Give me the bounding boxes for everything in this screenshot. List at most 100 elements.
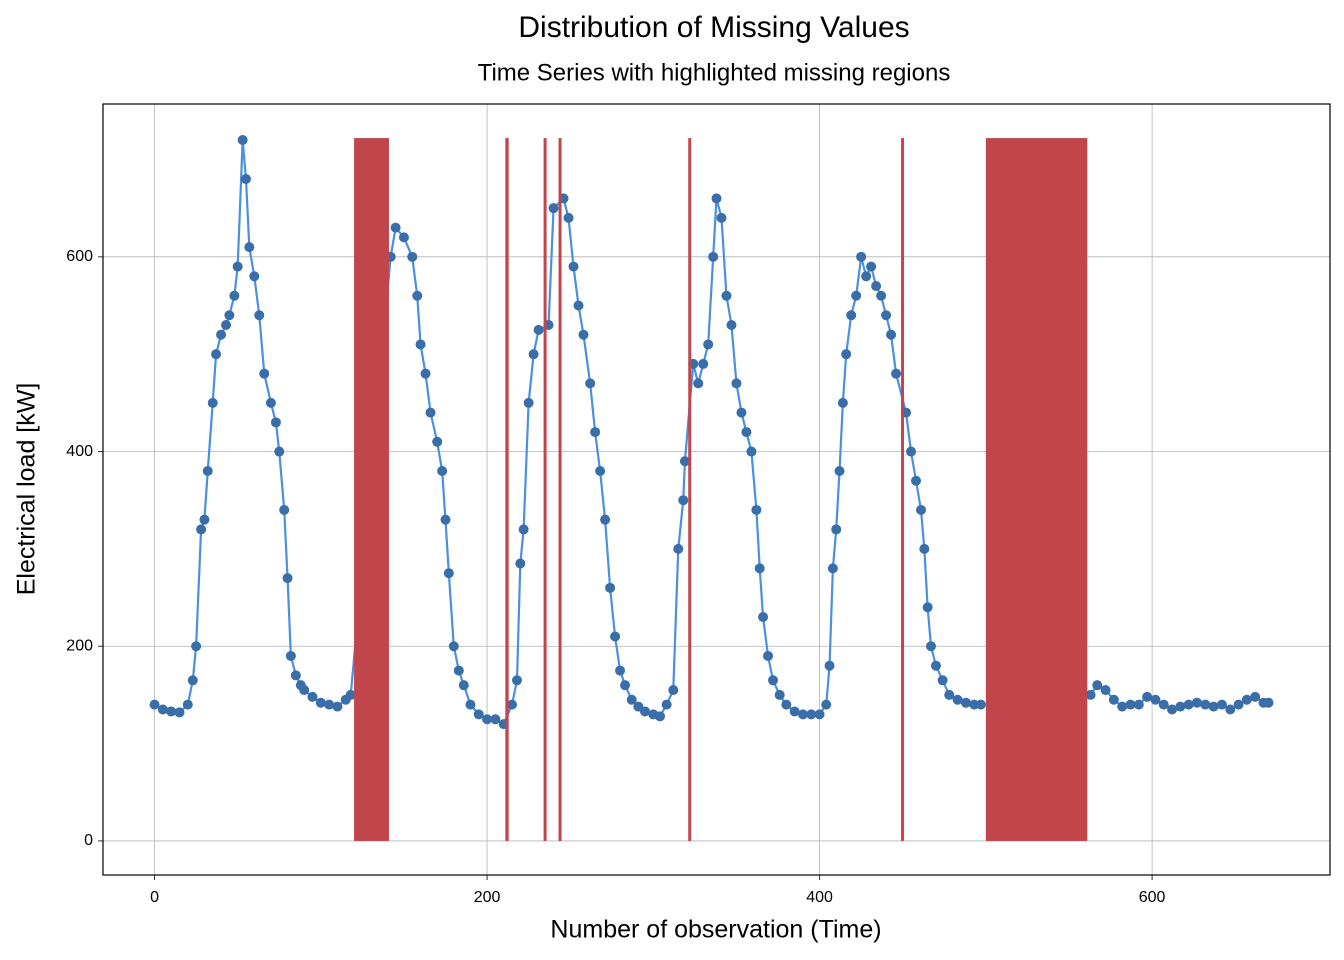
data-point <box>216 329 227 340</box>
data-point <box>282 573 293 584</box>
missing-region <box>901 138 905 841</box>
data-point <box>398 232 409 243</box>
data-point <box>299 685 310 696</box>
data-point <box>944 689 955 700</box>
data-point <box>668 685 679 696</box>
missing-region <box>543 138 547 841</box>
data-point <box>240 173 251 184</box>
data-point <box>202 466 213 477</box>
data-point <box>1183 699 1194 710</box>
data-point <box>437 466 448 477</box>
data-point <box>856 251 867 262</box>
data-point <box>693 378 704 389</box>
data-point <box>952 694 963 705</box>
data-point <box>736 407 747 418</box>
data-point <box>698 358 709 369</box>
data-point <box>821 699 832 710</box>
data-point <box>407 251 418 262</box>
data-point <box>789 706 800 717</box>
data-point <box>1200 699 1211 710</box>
data-point <box>871 281 882 292</box>
data-point <box>166 706 177 717</box>
x-axis-label: Number of observation (Time) <box>550 916 881 944</box>
data-point <box>199 514 210 525</box>
y-tick-label: 600 <box>66 248 93 265</box>
data-point <box>196 524 207 535</box>
data-point <box>768 675 779 686</box>
data-point <box>573 300 584 311</box>
data-point <box>751 504 762 515</box>
data-point <box>578 329 589 340</box>
data-point <box>1142 691 1153 702</box>
data-point <box>746 446 757 457</box>
data-point <box>482 714 493 725</box>
data-point <box>533 324 544 335</box>
data-point <box>528 349 539 360</box>
data-point <box>1133 699 1144 710</box>
data-point <box>1150 694 1161 705</box>
data-point <box>975 699 986 710</box>
data-point <box>182 699 193 710</box>
missing-region <box>558 138 562 841</box>
data-point <box>1125 699 1136 710</box>
chart-subtitle: Time Series with highlighted missing reg… <box>478 59 951 86</box>
data-point <box>781 699 792 710</box>
data-point <box>960 697 971 708</box>
data-point <box>861 271 872 282</box>
data-point <box>443 568 454 579</box>
data-point <box>797 709 808 720</box>
data-point <box>1250 691 1261 702</box>
data-point <box>420 368 431 379</box>
data-point <box>224 310 235 321</box>
data-point <box>568 261 579 272</box>
data-point <box>824 660 835 671</box>
data-point <box>157 704 168 715</box>
data-point <box>1225 704 1236 715</box>
data-point <box>814 709 825 720</box>
y-tick-label: 0 <box>84 832 93 849</box>
data-point <box>290 670 301 681</box>
data-point <box>891 368 902 379</box>
data-point <box>490 714 501 725</box>
data-point <box>590 427 601 438</box>
data-point <box>249 271 260 282</box>
data-point <box>548 203 559 214</box>
data-point <box>254 310 265 321</box>
data-point <box>837 397 848 408</box>
data-point <box>741 427 752 438</box>
data-point <box>244 242 255 253</box>
data-point <box>191 641 202 652</box>
data-point <box>1191 697 1202 708</box>
data-point <box>886 329 897 340</box>
data-point <box>654 711 665 722</box>
missing-region <box>505 138 509 841</box>
data-point <box>211 349 222 360</box>
data-point <box>415 339 426 350</box>
data-point <box>906 446 917 457</box>
plot-background <box>103 104 1330 875</box>
data-point <box>515 558 526 569</box>
data-point <box>473 709 484 720</box>
data-point <box>1085 689 1096 700</box>
data-point <box>390 222 401 233</box>
data-point <box>673 543 684 554</box>
data-point <box>711 193 722 204</box>
data-point <box>866 261 877 272</box>
data-point <box>221 319 232 330</box>
data-point <box>274 446 285 457</box>
data-point <box>458 680 469 691</box>
data-point <box>259 368 270 379</box>
data-point <box>1263 697 1274 708</box>
data-point <box>279 504 290 515</box>
data-point <box>440 514 451 525</box>
data-point <box>307 691 318 702</box>
chart-title: Distribution of Missing Values <box>518 11 909 44</box>
data-point <box>600 514 611 525</box>
data-point <box>523 397 534 408</box>
data-point <box>678 495 689 506</box>
data-point <box>731 378 742 389</box>
data-point <box>1233 699 1244 710</box>
data-point <box>1092 680 1103 691</box>
data-point <box>1108 694 1119 705</box>
